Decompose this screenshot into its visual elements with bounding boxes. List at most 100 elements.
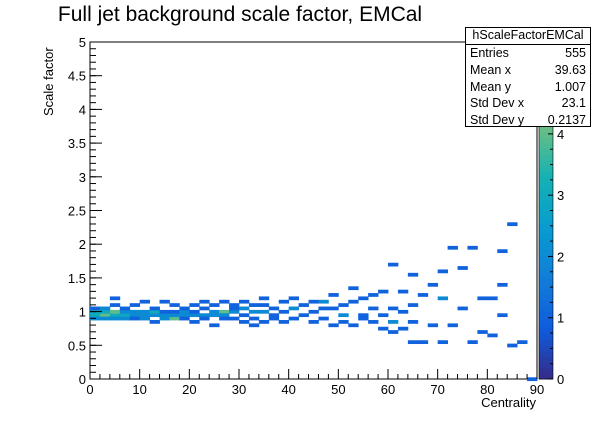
colorbar-tick-label: 4 [557, 127, 564, 142]
colorbar-band [539, 294, 553, 301]
heatmap-cell [229, 309, 240, 314]
colorbar-band [539, 244, 553, 251]
heatmap-cell [219, 316, 230, 321]
heatmap-cell [338, 303, 349, 307]
y-tick-label: 0.5 [68, 338, 86, 353]
heatmap-cell [169, 316, 180, 321]
heatmap-cell [179, 309, 190, 314]
heatmap-cell [497, 282, 508, 287]
heatmap-cell [338, 313, 349, 318]
heatmap-cell [457, 306, 468, 311]
heatmap-cell [99, 313, 111, 318]
heatmap-cell [99, 306, 111, 311]
heatmap-cell [229, 316, 240, 321]
heatmap-cell [268, 313, 280, 318]
chart-title: Full jet background scale factor, EMCal [57, 3, 423, 26]
heatmap-cell [358, 296, 369, 301]
heatmap-cell [378, 313, 389, 318]
heatmap-cell [278, 299, 290, 304]
colorbar-band [539, 322, 553, 329]
colorbar-band [539, 277, 553, 285]
stats-row-std-dev-x: Std Dev x 23.1 [466, 95, 590, 112]
colorbar-band [539, 283, 553, 290]
heatmap-cell [248, 323, 260, 328]
colorbar-band [539, 367, 553, 374]
heatmap-cell [407, 340, 419, 345]
heatmap-cell [278, 309, 290, 314]
colorbar-band [539, 356, 553, 363]
heatmap-cell [189, 313, 200, 318]
heatmap-cell [258, 309, 270, 314]
heatmap-cell [457, 266, 468, 270]
heatmap-cell [497, 313, 508, 318]
heatmap-cell [139, 316, 150, 321]
colorbar-band [539, 232, 553, 240]
colorbar-band [539, 345, 553, 352]
stats-label: Std Dev y [470, 113, 525, 128]
colorbar-band [539, 255, 553, 262]
heatmap-cell [328, 323, 339, 328]
colorbar-band [539, 176, 553, 183]
heatmap-cell [90, 306, 101, 311]
colorbar-band [539, 289, 553, 296]
heatmap-cell [338, 320, 349, 324]
heatmap-cell [149, 313, 160, 318]
colorbar-band [539, 131, 553, 138]
heatmap-cell [388, 330, 399, 334]
colorbar-band [539, 199, 553, 206]
colorbar-band [539, 165, 553, 172]
colorbar-band [539, 328, 553, 335]
heatmap-cell [199, 313, 210, 318]
heatmap-cell [397, 326, 409, 331]
heatmap-cell [487, 296, 498, 301]
colorbar-band [539, 210, 553, 217]
heatmap-cell [159, 316, 170, 321]
heatmap-cell [268, 306, 280, 311]
heatmap-cell [169, 309, 180, 314]
stats-box: hScaleFactorEMCal Entries 555 Mean x 39.… [465, 27, 591, 127]
heatmap-cell [258, 320, 270, 324]
heatmap-cell [348, 286, 359, 291]
x-tick-label: 10 [132, 382, 146, 397]
heatmap-cell [447, 245, 458, 250]
heatmap-cell [298, 313, 309, 318]
heatmap-cell [139, 313, 150, 318]
x-tick-label: 40 [281, 382, 295, 397]
colorbar-tick-label: 2 [557, 249, 564, 264]
heatmap-cell [268, 316, 280, 321]
stats-row-entries: Entries 555 [466, 45, 590, 62]
colorbar-band [539, 221, 553, 228]
x-tick-label: 50 [331, 382, 345, 397]
colorbar-band [539, 305, 553, 313]
colorbar-band [539, 204, 553, 211]
heatmap-cell [318, 306, 329, 311]
y-tick-label: 2 [79, 237, 86, 252]
heatmap-cell [139, 309, 150, 314]
heatmap-cell [328, 306, 339, 311]
y-tick-label: 5 [79, 35, 86, 50]
heatmap-cell [119, 309, 131, 314]
heatmap-cell [189, 303, 200, 307]
colorbar-band [539, 334, 553, 341]
colorbar-band [539, 216, 553, 223]
heatmap-cell [427, 323, 439, 328]
heatmap-cell [129, 303, 141, 307]
y-tick-label: 1.5 [68, 271, 86, 286]
heatmap-cell [90, 313, 101, 318]
colorbar-band [539, 159, 553, 167]
heatmap-cell [159, 313, 170, 318]
stats-label: Mean x [470, 62, 511, 77]
x-tick-label: 60 [381, 382, 395, 397]
heatmap-cell [507, 222, 518, 227]
heatmap-cell [159, 309, 170, 314]
x-tick-label: 70 [430, 382, 444, 397]
heatmap-cell [407, 303, 419, 307]
heatmap-cell [437, 340, 448, 345]
heatmap-cell [397, 309, 409, 314]
colorbar-band [539, 249, 553, 256]
colorbar-band [539, 362, 553, 369]
heatmap-cell [397, 289, 409, 294]
heatmap-cell [348, 323, 359, 328]
colorbar-band [539, 266, 553, 273]
colorbar-band [539, 300, 553, 307]
